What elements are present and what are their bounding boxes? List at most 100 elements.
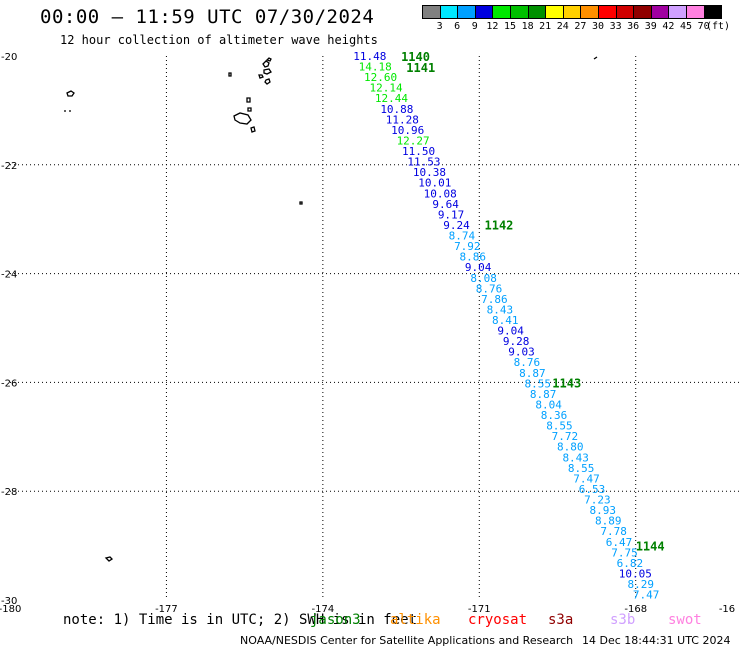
wave-height-value: 8.74 xyxy=(449,230,476,243)
wave-height-value: 7.78 xyxy=(600,525,627,538)
color-bin-label: 21 xyxy=(539,21,552,32)
wave-height-value: 8.04 xyxy=(535,398,562,411)
wave-height-value: 8.89 xyxy=(595,515,622,528)
island-outline xyxy=(264,78,271,85)
color-bin-label: 42 xyxy=(662,21,675,32)
longitude-tick-label: -171 xyxy=(468,604,491,615)
wave-height-value: 8.43 xyxy=(562,451,589,464)
color-bin-label: 24 xyxy=(556,21,569,32)
wave-height-value: 8.80 xyxy=(557,441,584,454)
latitude-tick-label: -26 xyxy=(1,378,17,389)
color-bin-label: 70 xyxy=(697,21,710,32)
wave-height-value: 6.82 xyxy=(617,557,644,570)
graticule xyxy=(10,56,740,600)
wave-height-value: 9.24 xyxy=(443,219,470,232)
wave-height-value: 7.75 xyxy=(611,546,638,559)
satellite-legend-item: s3a xyxy=(548,612,574,628)
color-bin-label: 36 xyxy=(627,21,640,32)
pass-time-label: 1141 xyxy=(406,61,435,75)
wave-height-value: 10.96 xyxy=(391,124,424,137)
pass-time-label: 1142 xyxy=(485,219,514,233)
longitude-tick-label: -168 xyxy=(624,604,647,615)
wave-height-value: 12.14 xyxy=(369,82,402,95)
color-bin-label: 33 xyxy=(609,21,622,32)
color-bin-label: 30 xyxy=(591,21,605,32)
latitude-tick-label: -28 xyxy=(1,487,17,498)
generated-timestamp: 14 Dec 18:44:31 UTC 2024 xyxy=(582,634,731,647)
wave-height-value: 14.18 xyxy=(359,61,392,74)
wave-height-value: 8.36 xyxy=(541,409,568,422)
wave-height-value: 9.03 xyxy=(508,346,535,359)
land-outlines xyxy=(64,56,598,562)
island-outline xyxy=(299,201,303,205)
altimeter-track: 11.4814.1812.6012.1412.4410.8811.2810.96… xyxy=(353,50,659,602)
wave-height-value: 7.72 xyxy=(552,430,579,443)
wave-height-value: 9.28 xyxy=(503,335,530,348)
wave-height-value: 8.43 xyxy=(487,303,514,316)
island-outline xyxy=(246,97,251,103)
wave-height-value: 8.87 xyxy=(519,367,546,380)
color-bin-label: 3 xyxy=(436,21,443,32)
map-title: 00:00 – 11:59 UTC 07/30/2024 xyxy=(40,6,375,28)
color-scale-unit: (ft) xyxy=(706,21,731,32)
wave-height-value: 9.04 xyxy=(465,261,492,274)
island-outline xyxy=(262,60,270,68)
latitude-tick-label: -24 xyxy=(1,270,17,281)
color-bin-label: 39 xyxy=(644,21,657,32)
color-bin-label: 27 xyxy=(574,21,587,32)
wave-height-value: 8.76 xyxy=(514,356,541,369)
island-outline xyxy=(66,90,75,97)
satellite-legend-item: swot xyxy=(668,612,702,628)
satellite-legend-item: cryosat xyxy=(468,612,528,628)
pass-time-label: 1140 xyxy=(401,50,430,64)
satellite-legend-item: jason3 xyxy=(310,612,361,628)
island-outline xyxy=(258,74,264,79)
island-outline xyxy=(233,112,252,125)
color-bin-label: 18 xyxy=(521,21,534,32)
wave-height-value: 10.88 xyxy=(380,103,413,116)
longitude-tick-label: -16 xyxy=(719,604,735,615)
satellite-legend-item: altika xyxy=(390,612,441,628)
wave-height-value: 8.93 xyxy=(590,504,617,517)
wave-height-value: 8.55 xyxy=(525,377,552,390)
wave-height-value: 8.55 xyxy=(546,420,573,433)
wave-height-value: 11.48 xyxy=(353,50,386,63)
island-outline xyxy=(247,107,252,112)
satellite-legend-item: s3b xyxy=(610,612,636,628)
latitude-tick-label: -20 xyxy=(1,52,17,63)
wave-height-value: 7.23 xyxy=(584,494,611,507)
wave-height-value: 7.92 xyxy=(454,240,481,253)
wave-height-value: 12.27 xyxy=(397,134,430,147)
wave-height-value: 11.53 xyxy=(407,156,440,169)
wave-height-value: 8.08 xyxy=(470,272,497,285)
credit-line: NOAA/NESDIS Center for Satellite Applica… xyxy=(240,634,574,647)
wave-height-value: 8.41 xyxy=(492,314,519,327)
latitude-tick-label: -30 xyxy=(1,596,17,607)
longitude-tick-label: -177 xyxy=(155,604,178,615)
island-outline xyxy=(593,56,598,60)
wave-height-value: 11.50 xyxy=(402,145,435,158)
wave-height-value: 6.53 xyxy=(579,483,606,496)
wave-height-value: 10.01 xyxy=(418,177,451,190)
color-bin-label: 15 xyxy=(503,21,517,32)
island-outline xyxy=(104,556,114,562)
wave-height-value: 9.64 xyxy=(432,198,459,211)
axis-labels: -180 -177 -174 -171 -168 -16 -20 -22 -24 -26 -28 -3… xyxy=(0,52,735,615)
wave-height-value: 8.55 xyxy=(568,462,595,475)
island-outline xyxy=(265,57,272,62)
wave-height-value: 12.60 xyxy=(364,71,397,84)
map-subtitle: 12 hour collection of altimeter wave hei… xyxy=(60,33,378,47)
longitude-tick-label: -180 xyxy=(0,604,21,615)
color-bin-label: 6 xyxy=(454,21,461,32)
wave-height-value: 11.28 xyxy=(386,113,419,126)
pass-time-label: 1144 xyxy=(636,540,665,554)
wave-height-value: 7.86 xyxy=(481,293,508,306)
wave-height-value: 7.47 xyxy=(633,589,660,602)
color-bin-swatch xyxy=(703,5,723,19)
wave-height-value: 12.44 xyxy=(375,92,408,105)
wave-height-value: 8.76 xyxy=(476,282,503,295)
longitude-tick-label: -174 xyxy=(312,604,335,615)
island-outline xyxy=(250,126,256,133)
